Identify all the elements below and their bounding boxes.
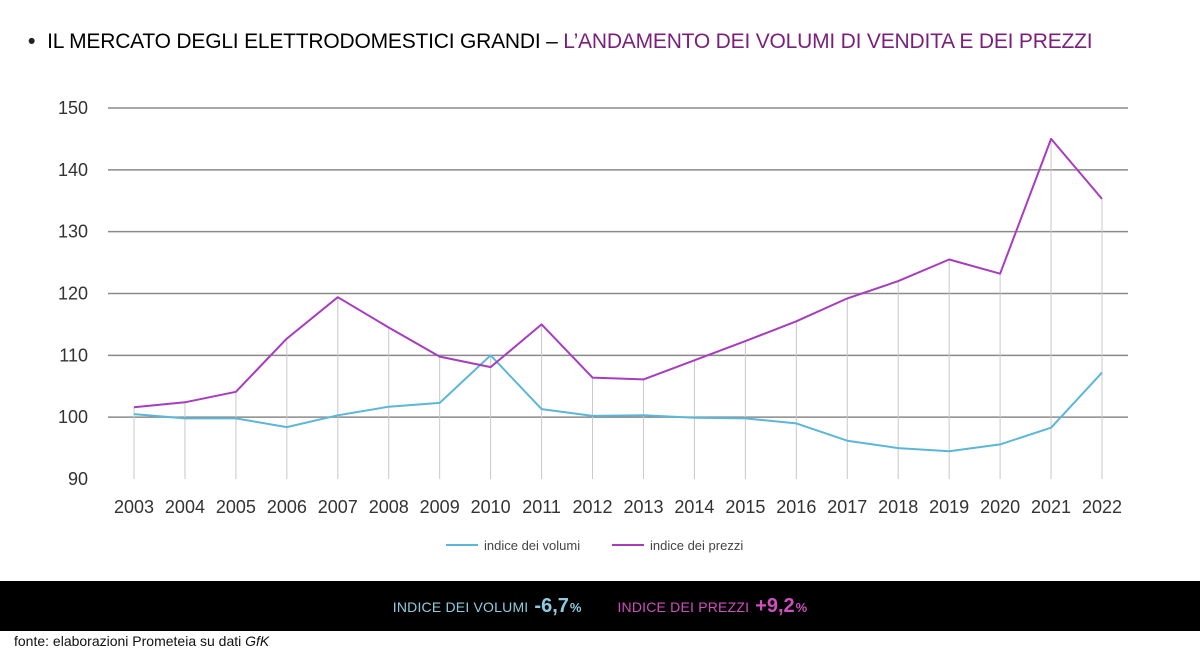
x-tick-label-2004: 2004 (165, 497, 205, 517)
title-subtitle: L’ANDAMENTO DEI VOLUMI DI VENDITA E DEI … (563, 30, 1093, 53)
volumi-summary-value: -6,7 (534, 594, 569, 617)
series-lines (133, 137, 1103, 453)
x-tick-label-2015: 2015 (725, 497, 765, 517)
y-tick-label-90: 90 (68, 469, 88, 489)
x-tick-label-2020: 2020 (980, 497, 1020, 517)
prezzi-summary-unit: % (795, 599, 808, 615)
x-tick-label-2013: 2013 (623, 497, 663, 517)
legend-label-prezzi: indice dei prezzi (650, 538, 743, 553)
prezzi-summary: INDICE DEI PREZZI +9,2% (617, 595, 807, 618)
y-tick-label-140: 140 (58, 160, 88, 180)
x-tick-label-2018: 2018 (878, 497, 918, 517)
x-tick-label-2019: 2019 (929, 497, 969, 517)
x-tick-label-2014: 2014 (674, 497, 714, 517)
volumi-summary-unit: % (569, 599, 582, 615)
drop-lines (133, 138, 1103, 479)
title-main: IL MERCATO DEGLI ELETTRODOMESTICI GRANDI… (47, 30, 558, 53)
source-text: fonte: elaborazioni Prometeia su dati (14, 633, 242, 649)
series-line-volumi (133, 354, 1103, 453)
x-tick-label-2012: 2012 (573, 497, 613, 517)
y-tick-label-100: 100 (58, 407, 88, 427)
x-tick-label-2016: 2016 (776, 497, 816, 517)
source-note: fonte: elaborazioni Prometeia su dati Gf… (14, 633, 269, 649)
summary-banner: INDICE DEI VOLUMI -6,7% INDICE DEI PREZZ… (0, 581, 1200, 631)
y-tick-label-130: 130 (58, 222, 88, 242)
y-axis: 90 100 110 120 130 140 150 (58, 98, 88, 489)
x-axis: 2003 2004 2005 2006 2007 2008 2009 2010 2011 2012… (114, 497, 1122, 517)
y-tick-label-120: 120 (58, 284, 88, 304)
prezzi-summary-value: +9,2 (755, 594, 795, 617)
y-tick-label-150: 150 (58, 98, 88, 118)
series-line-prezzi (133, 137, 1103, 409)
title-bullet: • (28, 30, 36, 53)
grid-lines (108, 107, 1128, 418)
volumi-summary-label: INDICE DEI VOLUMI (392, 598, 529, 615)
x-tick-label-2005: 2005 (216, 497, 256, 517)
x-tick-label-2003: 2003 (114, 497, 154, 517)
source-brand: GfK (245, 633, 270, 649)
y-tick-label-110: 110 (59, 345, 88, 365)
x-tick-label-2009: 2009 (420, 497, 460, 517)
volumi-summary: INDICE DEI VOLUMI -6,7% (393, 595, 582, 618)
legend-label-volumi: indice dei volumi (484, 538, 580, 553)
x-tick-label-2021: 2021 (1031, 497, 1071, 517)
legend: indice dei volumi indice dei prezzi (446, 538, 743, 553)
x-tick-label-2006: 2006 (267, 497, 307, 517)
x-tick-label-2011: 2011 (522, 497, 561, 517)
x-tick-label-2022: 2022 (1082, 497, 1122, 517)
chart-title: • IL MERCATO DEGLI ELETTRODOMESTICI GRAND… (28, 28, 1093, 56)
x-tick-label-2010: 2010 (471, 497, 511, 517)
x-tick-label-2017: 2017 (827, 497, 867, 517)
x-tick-label-2007: 2007 (318, 497, 358, 517)
prezzi-summary-label: INDICE DEI PREZZI (617, 598, 750, 615)
x-tick-label-2008: 2008 (369, 497, 409, 517)
